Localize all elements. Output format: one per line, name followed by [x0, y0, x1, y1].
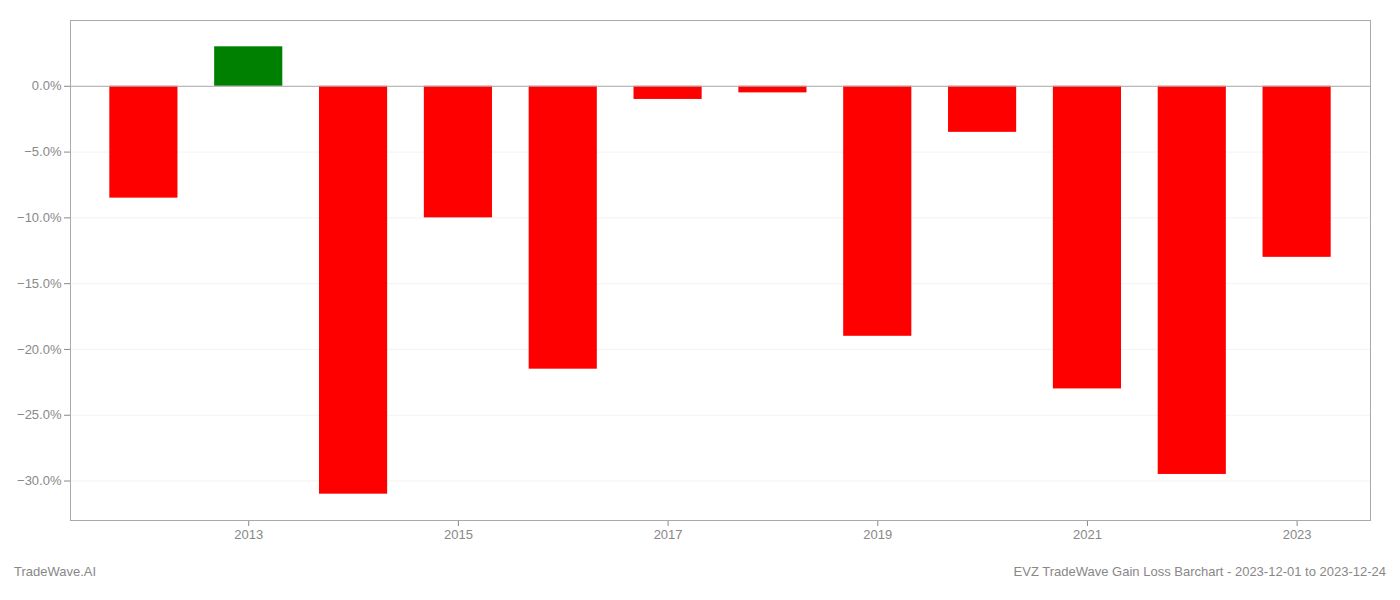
svg-text:−20.0%: −20.0%: [17, 342, 62, 357]
svg-text:0.0%: 0.0%: [32, 78, 62, 93]
svg-text:2013: 2013: [234, 527, 263, 542]
svg-text:−10.0%: −10.0%: [17, 210, 62, 225]
svg-text:−30.0%: −30.0%: [17, 473, 62, 488]
svg-text:−25.0%: −25.0%: [17, 407, 62, 422]
html-text:EVZ TradeWave Gain Loss Barcha: EVZ TradeWave Gain Loss Barchart - 2023-…: [1013, 564, 1386, 579]
svg-text:−15.0%: −15.0%: [17, 276, 62, 291]
svg-text:2015: 2015: [444, 527, 473, 542]
svg-text:2023: 2023: [1283, 527, 1312, 542]
svg-text:2017: 2017: [654, 527, 683, 542]
html-text:TradeWave.AI: TradeWave.AI: [14, 564, 97, 579]
svg-text:2021: 2021: [1073, 527, 1102, 542]
svg-text:2019: 2019: [863, 527, 892, 542]
svg-text:−5.0%: −5.0%: [24, 144, 62, 159]
